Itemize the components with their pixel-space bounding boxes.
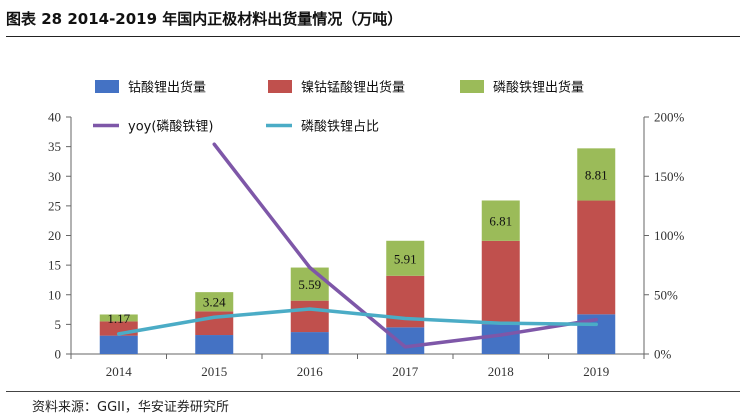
left-axis-tick-label: 40: [48, 110, 61, 125]
bar-data-label: 8.81: [585, 167, 608, 182]
bar-data-label: 1.17: [107, 311, 130, 326]
right-axis-tick-label: 200%: [654, 110, 685, 125]
data-labels: 1.17 3.24 5.59 5.91 6.81 8.81: [107, 167, 607, 326]
bar-segment: [195, 335, 234, 354]
left-axis-tick-label: 10: [48, 287, 61, 302]
bar-segment: [290, 267, 329, 301]
bar-segment: [577, 200, 616, 315]
series-line: [117, 307, 598, 336]
legend-swatch: [268, 80, 292, 93]
left-axis-tick-label: 35: [48, 139, 61, 154]
left-axis-tick-label: 25: [48, 198, 61, 213]
line-point: [403, 316, 407, 320]
source-note: 资料来源：GGII，华安证券研究所: [32, 400, 229, 415]
x-axis-tick-label: 2015: [201, 364, 227, 379]
left-axis-tick-label: 5: [55, 317, 62, 332]
right-axis-tick-label: 0%: [654, 347, 672, 362]
line-point: [212, 142, 216, 146]
line-point: [308, 265, 312, 269]
legend-label: 镍钴锰酸锂出货量: [301, 80, 405, 96]
x-axis-tick-label: 2016: [297, 364, 324, 379]
line-point: [499, 333, 503, 337]
bar-segment: [99, 314, 138, 322]
line-point: [594, 318, 598, 322]
legend-label: 磷酸铁锂占比: [301, 120, 379, 135]
right-axis-tick-label: 50%: [654, 287, 678, 302]
x-axis-tick-label: 2017: [392, 364, 419, 379]
x-axis-tick-label: 2018: [488, 364, 514, 379]
bar-segment: [386, 327, 425, 354]
chart-title: 图表 28 2014-2019 年国内正极材料出货量情况（万吨）: [6, 10, 403, 28]
chart-legend: 钴酸锂出货量 镍钴锰酸锂出货量 磷酸铁锂出货量 yoy(磷酸铁锂) 磷酸铁锂占比: [93, 80, 584, 135]
left-axis-tick-label: 15: [48, 258, 61, 273]
left-axis-tick-label: 20: [48, 228, 61, 243]
line-point: [212, 315, 216, 319]
title-divider: [6, 36, 740, 37]
line-point: [403, 345, 407, 349]
bar-segment: [290, 332, 329, 354]
line-point: [117, 332, 121, 336]
bar-data-label: 6.81: [489, 214, 512, 229]
bar-segment: [577, 148, 616, 201]
legend-label: 磷酸铁锂出货量: [493, 80, 584, 96]
legend-label: 钴酸锂出货量: [128, 80, 206, 96]
left-axis-tick-label: 0: [55, 347, 62, 362]
bar-segment: [481, 200, 520, 241]
bar-data-label: 5.91: [394, 251, 417, 266]
footer-divider: [6, 391, 740, 392]
legend-label: yoy(磷酸铁锂): [128, 120, 213, 135]
x-axis-tick-label: 2014: [106, 364, 133, 379]
bar-segment: [386, 240, 425, 276]
line-point: [308, 307, 312, 311]
right-axis-tick-label: 100%: [654, 228, 685, 243]
line-point: [594, 322, 598, 326]
x-axis-tick-label: 2019: [583, 364, 609, 379]
bar-segment: [481, 324, 520, 354]
bar-data-label: 3.24: [203, 295, 226, 310]
left-axis-tick-label: 30: [48, 169, 61, 184]
bar-segment: [290, 300, 329, 333]
bar-segment: [99, 335, 138, 354]
bar-segment: [481, 240, 520, 325]
legend-swatch: [95, 80, 119, 93]
bar-data-label: 5.59: [298, 277, 321, 292]
bar-segment: [195, 292, 234, 312]
legend-swatch: [460, 80, 484, 93]
line-point: [499, 321, 503, 325]
right-axis-tick-label: 150%: [654, 169, 685, 184]
chart-axes: 0 5 10 15 20 25 30 35 40 0% 50% 100% 150% 200% 2014 201…: [48, 110, 685, 380]
line-series: [117, 142, 598, 349]
